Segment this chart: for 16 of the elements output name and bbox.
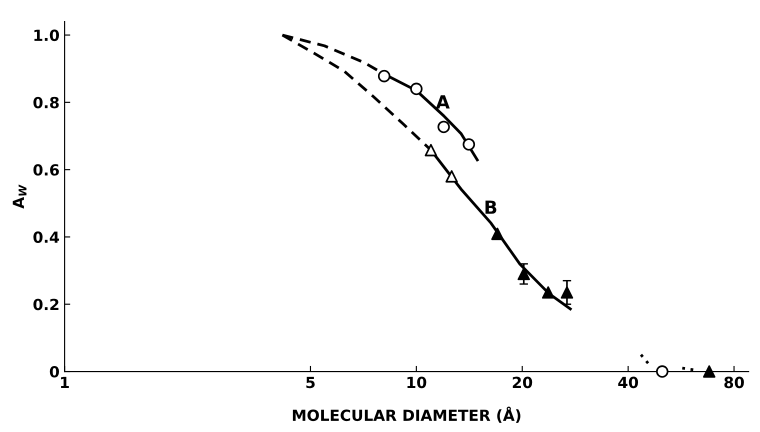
y-tick-label: 0.4 — [33, 231, 60, 243]
x-tick-label: 5 — [306, 376, 315, 388]
y-tick-label: 0.2 — [33, 298, 58, 310]
x-tick-label: 80 — [724, 376, 744, 388]
x-tick-label: 1 — [61, 376, 69, 388]
y-tick-label: 1.0 — [34, 30, 60, 42]
y-tick-label: 0.8 — [33, 96, 59, 108]
x-axis-title: MOLECULAR DIAMETER (Å) — [292, 406, 520, 423]
x-tick-label: 10 — [407, 376, 426, 388]
y-axis-title: A$_{W}$ — [12, 184, 26, 209]
annotation: A — [436, 95, 450, 108]
annotation: B — [486, 200, 496, 214]
x-tick-label: 20 — [512, 376, 532, 388]
y-tick-label: 0.6 — [33, 164, 59, 176]
x-tick-label: 40 — [618, 376, 638, 388]
y-tick-label: 0 — [50, 366, 60, 378]
